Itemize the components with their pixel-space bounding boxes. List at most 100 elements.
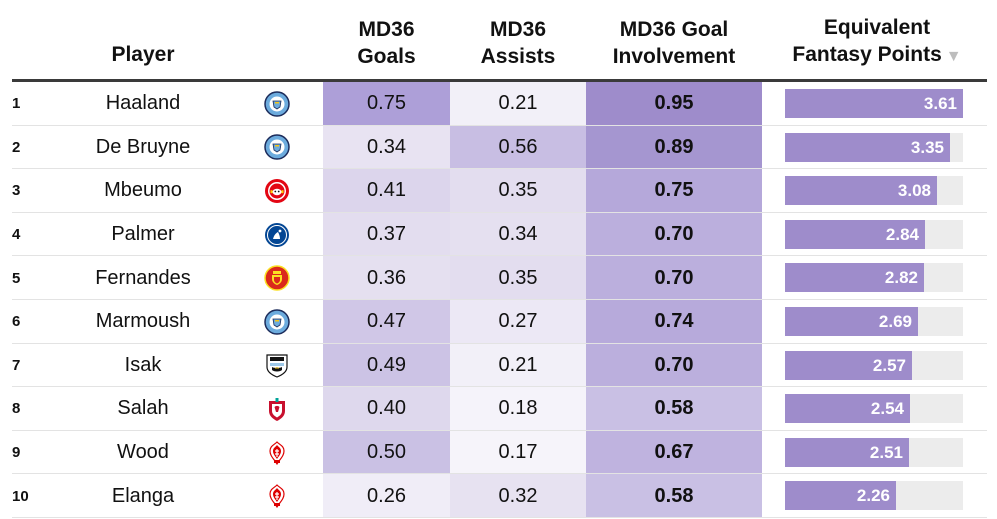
rank-cell: 2 [12, 138, 21, 156]
header-fantasy-points[interactable]: Equivalent Fantasy Points ▼ [792, 16, 962, 66]
fantasy-points-value: 3.61 [923, 94, 957, 113]
fantasy-points-track: 2.82 [785, 263, 963, 293]
fantasy-points-track: 3.61 [785, 89, 963, 118]
rank-cell: 10 [12, 487, 29, 505]
fantasy-points-bar [785, 263, 924, 293]
player-name: Fernandes [95, 266, 191, 289]
goal-involvement-cell: 0.74 [586, 299, 762, 344]
table-row[interactable]: 8 Salah 0.40 0.18 0.58 2.54 [0, 387, 997, 431]
row-divider [12, 255, 987, 257]
table-row[interactable]: 6 Marmoush 0.47 0.27 0.74 2.69 [0, 299, 997, 344]
assists-cell: 0.35 [450, 169, 586, 213]
player-name: Elanga [111, 484, 175, 507]
row-divider [12, 124, 987, 126]
fantasy-points-bar [785, 306, 918, 336]
club-crest [262, 126, 292, 170]
nottingham-forest-crest-icon [264, 483, 290, 509]
table-row[interactable]: 10 Elanga 0.26 0.32 0.58 2.26 [0, 474, 997, 518]
fantasy-points-track: 2.84 [785, 219, 963, 249]
rank-cell: 1 [12, 95, 21, 113]
goal-involvement-cell: 0.58 [586, 387, 762, 431]
fantasy-points-value: 2.57 [872, 355, 906, 375]
table-row[interactable]: 7 Isak 0.49 0.21 0.70 2.57 [0, 343, 997, 388]
fantasy-points-bar [785, 437, 909, 467]
fantasy-points-value: 2.82 [884, 268, 918, 288]
assists-cell: 0.18 [450, 387, 586, 431]
goal-involvement-cell: 0.58 [586, 474, 762, 518]
goal-involvement-cell: 0.95 [586, 82, 762, 126]
fantasy-points-value: 3.35 [910, 137, 944, 157]
table-body: 1 Haaland 0.75 0.21 0.95 3.61 2 De Bruyne 0.34 0.… [0, 82, 997, 518]
fantasy-points-bar [785, 219, 925, 249]
row-divider [12, 168, 987, 170]
fantasy-points-bar [785, 132, 950, 162]
player-name: Wood [117, 441, 169, 464]
fantasy-points-value: 2.84 [885, 224, 919, 244]
goal-involvement-cell: 0.67 [586, 430, 762, 475]
goals-cell: 0.26 [323, 474, 450, 518]
goal-involvement-cell: 0.89 [586, 125, 762, 170]
club-crest [262, 213, 292, 257]
table-row[interactable]: 5 Fernandes 0.36 0.35 0.70 2.82 [0, 256, 997, 300]
club-crest [262, 300, 292, 344]
rank-cell: 6 [12, 313, 21, 331]
fantasy-points-value: 2.69 [878, 311, 912, 331]
row-divider [12, 516, 987, 518]
goals-cell: 0.34 [323, 125, 450, 170]
fantasy-points-value: 2.51 [869, 442, 903, 462]
rank-cell: 7 [12, 356, 21, 374]
goal-involvement-cell: 0.70 [586, 343, 762, 388]
assists-cell: 0.21 [450, 82, 586, 126]
goals-cell: 0.47 [323, 299, 450, 344]
header-divider [12, 79, 987, 82]
header-assists[interactable]: MD36 Assists [480, 18, 556, 68]
fantasy-points-value: 2.26 [856, 486, 890, 506]
man-city-crest-icon [264, 91, 290, 117]
table-row[interactable]: 3 Mbeumo 0.41 0.35 0.75 3.08 [0, 169, 997, 213]
sort-desc-icon[interactable]: ▼ [945, 48, 962, 65]
header-goals[interactable]: MD36 Goals [357, 18, 416, 68]
brentford-crest-icon [264, 178, 290, 204]
fantasy-points-value: 2.54 [870, 399, 904, 419]
assists-cell: 0.32 [450, 474, 586, 518]
liverpool-crest-icon [264, 396, 290, 422]
fantasy-points-track: 3.08 [785, 176, 963, 206]
newcastle-crest-icon [264, 352, 290, 379]
assists-cell: 0.21 [450, 343, 586, 388]
fantasy-points-track: 3.35 [785, 132, 963, 162]
table-row[interactable]: 2 De Bruyne 0.34 0.56 0.89 3.35 [0, 125, 997, 170]
table-row[interactable]: 4 Palmer 0.37 0.34 0.70 2.84 [0, 212, 997, 257]
player-name: Marmoush [95, 310, 191, 333]
rank-cell: 8 [12, 400, 21, 418]
rank-cell: 9 [12, 444, 21, 462]
fantasy-points-bar [785, 89, 963, 118]
fantasy-points-bar [785, 350, 912, 380]
club-crest [262, 431, 292, 475]
man-city-crest-icon [264, 134, 290, 161]
goals-cell: 0.49 [323, 343, 450, 388]
goal-involvement-cell: 0.75 [586, 169, 762, 213]
table-row[interactable]: 1 Haaland 0.75 0.21 0.95 3.61 [0, 82, 997, 126]
assists-cell: 0.35 [450, 256, 586, 300]
row-divider [12, 473, 987, 475]
header-goal-involvement[interactable]: MD36 Goal Involvement [612, 18, 736, 68]
table-row[interactable]: 9 Wood 0.50 0.17 0.67 2.51 [0, 430, 997, 475]
goals-cell: 0.75 [323, 82, 450, 126]
rank-cell: 3 [12, 182, 21, 200]
fantasy-points-bar [785, 481, 896, 511]
assists-cell: 0.56 [450, 125, 586, 170]
fantasy-points-bar [785, 176, 937, 206]
player-name: Haaland [105, 92, 181, 115]
player-name: Isak [124, 353, 162, 376]
man-utd-crest-icon [264, 265, 290, 291]
goal-involvement-cell: 0.70 [586, 256, 762, 300]
goals-cell: 0.37 [323, 212, 450, 257]
fantasy-points-track: 2.26 [785, 481, 963, 511]
header-player[interactable]: Player [111, 43, 175, 66]
fantasy-points-track: 2.51 [785, 437, 963, 467]
fantasy-points-value: 3.08 [897, 181, 931, 201]
row-divider [12, 298, 987, 300]
player-name: De Bruyne [95, 135, 191, 158]
club-crest [262, 256, 292, 300]
